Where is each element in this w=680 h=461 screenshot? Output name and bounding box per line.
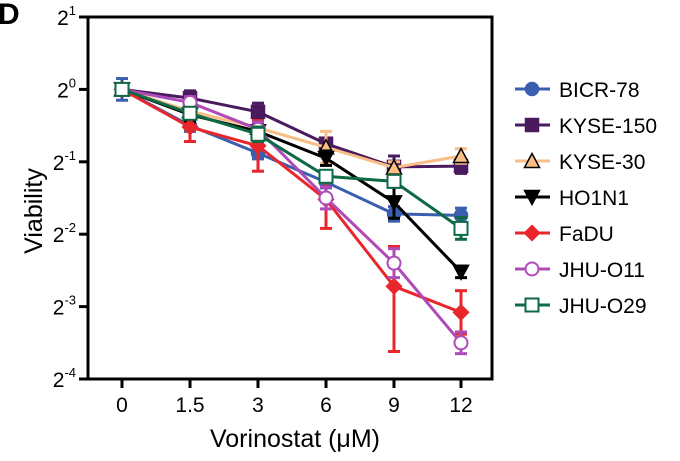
x-tick-label: 0 — [116, 394, 128, 417]
legend-swatch-marker — [523, 189, 541, 207]
data-point — [385, 195, 403, 212]
x-tick-label: 3 — [252, 394, 264, 417]
series-line — [121, 88, 462, 314]
x-tick-label: 6 — [320, 394, 332, 417]
y-tick-label: 2-4 — [53, 365, 76, 392]
plot-frame — [86, 15, 494, 381]
data-point — [452, 303, 470, 321]
y-axis-title: Viability — [20, 168, 48, 254]
legend-item-jhu-o29: JHU-O29 — [515, 295, 647, 318]
legend-label: KYSE-30 — [559, 151, 645, 174]
y-tick-label: 2-3 — [53, 293, 76, 320]
panel-label: D — [0, 0, 20, 31]
data-point — [386, 255, 402, 271]
series-fadu — [113, 80, 470, 353]
legend-label: BICR-78 — [559, 79, 640, 102]
legend-swatch-marker — [523, 224, 541, 242]
legend-swatch-marker — [523, 151, 541, 169]
series-bicr-78 — [114, 77, 469, 225]
data-point — [182, 105, 198, 121]
legend-label: KYSE-150 — [559, 115, 657, 138]
legend-item-bicr-78: BICR-78 — [515, 79, 640, 102]
legend-item-kyse-30: KYSE-30 — [515, 151, 645, 174]
plot-area: 21 20 2-1 2-2 2-3 2-4 0 1.5 3 6 9 12 — [53, 3, 494, 417]
x-tick-label: 12 — [449, 394, 472, 417]
x-axis-title: Vorinostat (μM) — [210, 425, 380, 453]
legend: BICR-78 KYSE-150 KYSE-30 HO1N1 FaDU JHU-O11 JH… — [515, 79, 657, 318]
data-point — [452, 264, 470, 281]
legend-label: JHU-O29 — [559, 295, 647, 318]
data-point — [386, 173, 402, 189]
legend-swatch-marker — [524, 297, 540, 313]
series-line — [121, 87, 462, 230]
legend-label: FaDU — [559, 223, 614, 246]
data-point — [452, 146, 470, 164]
data-point — [181, 118, 199, 136]
data-point — [250, 104, 266, 120]
legend-item-fadu: FaDU — [515, 223, 614, 246]
data-point — [250, 126, 266, 142]
data-point — [318, 190, 334, 206]
legend-swatch-marker — [524, 117, 540, 133]
legend-item-jhu-o11: JHU-O11 — [515, 259, 645, 282]
data-point — [114, 81, 130, 97]
data-point — [318, 168, 334, 184]
data-point — [453, 220, 469, 236]
series-line — [121, 87, 463, 344]
y-tick-label: 2-2 — [53, 220, 76, 247]
legend-label: JHU-O11 — [559, 259, 645, 282]
data-point — [317, 150, 335, 168]
y-tick-label: 2-1 — [53, 148, 76, 175]
y-tick-label: 20 — [57, 75, 76, 102]
x-tick-label: 1.5 — [175, 394, 204, 417]
series-line — [121, 87, 462, 170]
legend-swatch-marker — [524, 81, 540, 97]
data-point — [385, 277, 403, 295]
legend-swatch-marker — [524, 261, 540, 277]
series-jhu-o11 — [114, 81, 469, 356]
series-jhu-o29 — [114, 81, 469, 241]
y-tick-label: 21 — [57, 3, 76, 30]
data-point — [453, 335, 469, 351]
legend-label: HO1N1 — [559, 187, 629, 210]
legend-item-ho1n1: HO1N1 — [515, 187, 629, 210]
x-tick-label: 9 — [388, 394, 400, 417]
legend-item-kyse-150: KYSE-150 — [515, 115, 657, 138]
